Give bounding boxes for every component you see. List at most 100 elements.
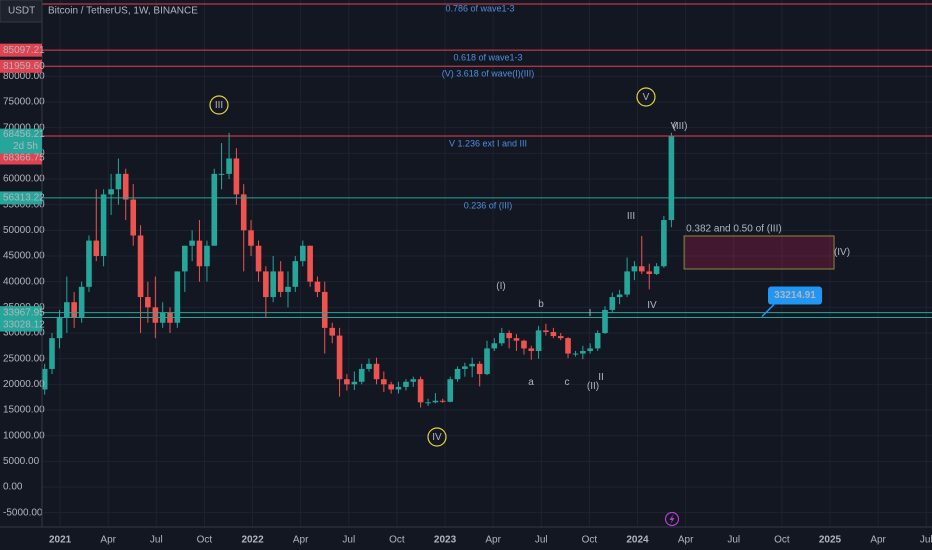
y-tick-label: 40000.00 bbox=[3, 276, 45, 287]
x-tick-label: Jul bbox=[727, 535, 740, 546]
x-tick-label: Apr bbox=[678, 535, 694, 546]
candle-body bbox=[646, 271, 653, 274]
y-tick-label: 80000.00 bbox=[3, 71, 45, 82]
candle-body bbox=[653, 266, 660, 274]
candle-body bbox=[484, 348, 490, 375]
x-tick-label: Oct bbox=[389, 535, 405, 546]
wave-label: (II) bbox=[587, 381, 599, 392]
candle-body bbox=[93, 240, 100, 257]
candle-body bbox=[130, 199, 137, 236]
candle-body bbox=[240, 194, 247, 231]
x-tick-label: Apr bbox=[100, 535, 116, 546]
last-price-label: 68456.21 bbox=[3, 129, 45, 140]
event-icon-bolt bbox=[669, 514, 675, 524]
y-tick-label: -5000.00 bbox=[3, 507, 43, 518]
price-label: 33967.95 bbox=[3, 307, 45, 318]
candle-body bbox=[152, 307, 159, 323]
wave-label: III bbox=[215, 100, 223, 111]
candle-body bbox=[270, 271, 276, 298]
x-tick-label: 2023 bbox=[434, 535, 457, 546]
x-tick-label: Apr bbox=[293, 535, 309, 546]
candle-body bbox=[211, 173, 218, 246]
candle-body bbox=[565, 338, 571, 354]
candle-body bbox=[417, 379, 424, 403]
y-tick-label: 45000.00 bbox=[3, 251, 45, 262]
candle-body bbox=[587, 348, 593, 351]
candle-body bbox=[381, 379, 387, 385]
callout-label: 33214.91 bbox=[774, 290, 816, 301]
candle-body bbox=[550, 331, 557, 337]
y-tick-label: 20000.00 bbox=[3, 379, 45, 390]
candle-body bbox=[388, 384, 394, 390]
x-tick-label: Jul bbox=[920, 535, 932, 546]
candle-body bbox=[528, 348, 535, 351]
candle-body bbox=[609, 297, 616, 310]
wave-label: (IV) bbox=[834, 247, 850, 258]
price-label-box bbox=[0, 151, 42, 165]
price-label-box bbox=[0, 306, 42, 320]
x-tick-label: Oct bbox=[197, 535, 213, 546]
y-tick-label: 55000.00 bbox=[3, 199, 45, 210]
price-label: 33028.12 bbox=[3, 320, 45, 331]
candle-body bbox=[86, 240, 92, 287]
wave-label: a bbox=[528, 377, 534, 388]
candle-body bbox=[366, 363, 372, 369]
candle-body bbox=[174, 271, 181, 323]
candle-body bbox=[204, 245, 210, 267]
candle-body bbox=[49, 338, 55, 369]
callout-pointer bbox=[761, 303, 775, 318]
price-label: 56313.22 bbox=[3, 193, 45, 204]
x-tick-label: 2024 bbox=[626, 535, 649, 546]
candle-body bbox=[624, 271, 630, 295]
candle-body bbox=[226, 158, 232, 174]
candle-body bbox=[373, 363, 380, 380]
candle-body bbox=[580, 350, 586, 354]
x-tick-label: Oct bbox=[774, 535, 790, 546]
chart-title: Bitcoin / TetherUS, 1W, BINANCE bbox=[48, 6, 198, 17]
y-tick-label: 75000.00 bbox=[3, 97, 45, 108]
candle-body bbox=[432, 400, 439, 403]
candle-body bbox=[572, 353, 579, 355]
x-tick-label: 2021 bbox=[49, 535, 72, 546]
wave-label: IV bbox=[647, 300, 657, 311]
y-tick-label: 25000.00 bbox=[3, 353, 45, 364]
candle-body bbox=[462, 366, 468, 369]
candle-body bbox=[196, 240, 203, 267]
y-tick-label: 70000.00 bbox=[3, 122, 45, 133]
wave-circle bbox=[427, 427, 447, 447]
candle-body bbox=[145, 297, 151, 308]
candle-body bbox=[41, 368, 48, 390]
candle-body bbox=[447, 379, 454, 402]
candle-body bbox=[255, 245, 262, 272]
candle-body bbox=[491, 343, 498, 349]
fib-zone bbox=[683, 235, 835, 270]
countdown: 2d 5h bbox=[13, 141, 38, 152]
candle-body bbox=[410, 379, 417, 382]
x-tick-label: Jul bbox=[342, 535, 355, 546]
candle-body bbox=[395, 386, 402, 390]
price-label: 85097.21 bbox=[3, 45, 45, 56]
x-tick-label: 2022 bbox=[241, 535, 264, 546]
price-label-box bbox=[0, 59, 42, 73]
candle-body bbox=[594, 333, 601, 349]
wave-label: I bbox=[589, 308, 592, 319]
wave-label: c bbox=[565, 377, 570, 388]
x-tick-label: Jul bbox=[535, 535, 548, 546]
candle-body bbox=[182, 245, 188, 272]
candle-body bbox=[307, 245, 313, 282]
wave-label: V bbox=[643, 92, 650, 103]
wave-label: V bbox=[671, 121, 678, 132]
level-note: 0.786 of wave1-3 bbox=[445, 3, 514, 13]
candle-body bbox=[631, 266, 638, 272]
candle-body bbox=[336, 335, 343, 380]
candle-body bbox=[513, 338, 520, 341]
zone-label: 0.382 and 0.50 of (III) bbox=[686, 224, 782, 235]
level-note: 0.236 of (III) bbox=[464, 200, 513, 210]
candle-body bbox=[602, 309, 608, 334]
candle-body bbox=[100, 194, 107, 257]
x-tick-label: 2025 bbox=[819, 535, 842, 546]
y-tick-label: 5000.00 bbox=[3, 456, 40, 467]
currency-box bbox=[0, 0, 43, 23]
wave-label: (III) bbox=[673, 121, 688, 132]
